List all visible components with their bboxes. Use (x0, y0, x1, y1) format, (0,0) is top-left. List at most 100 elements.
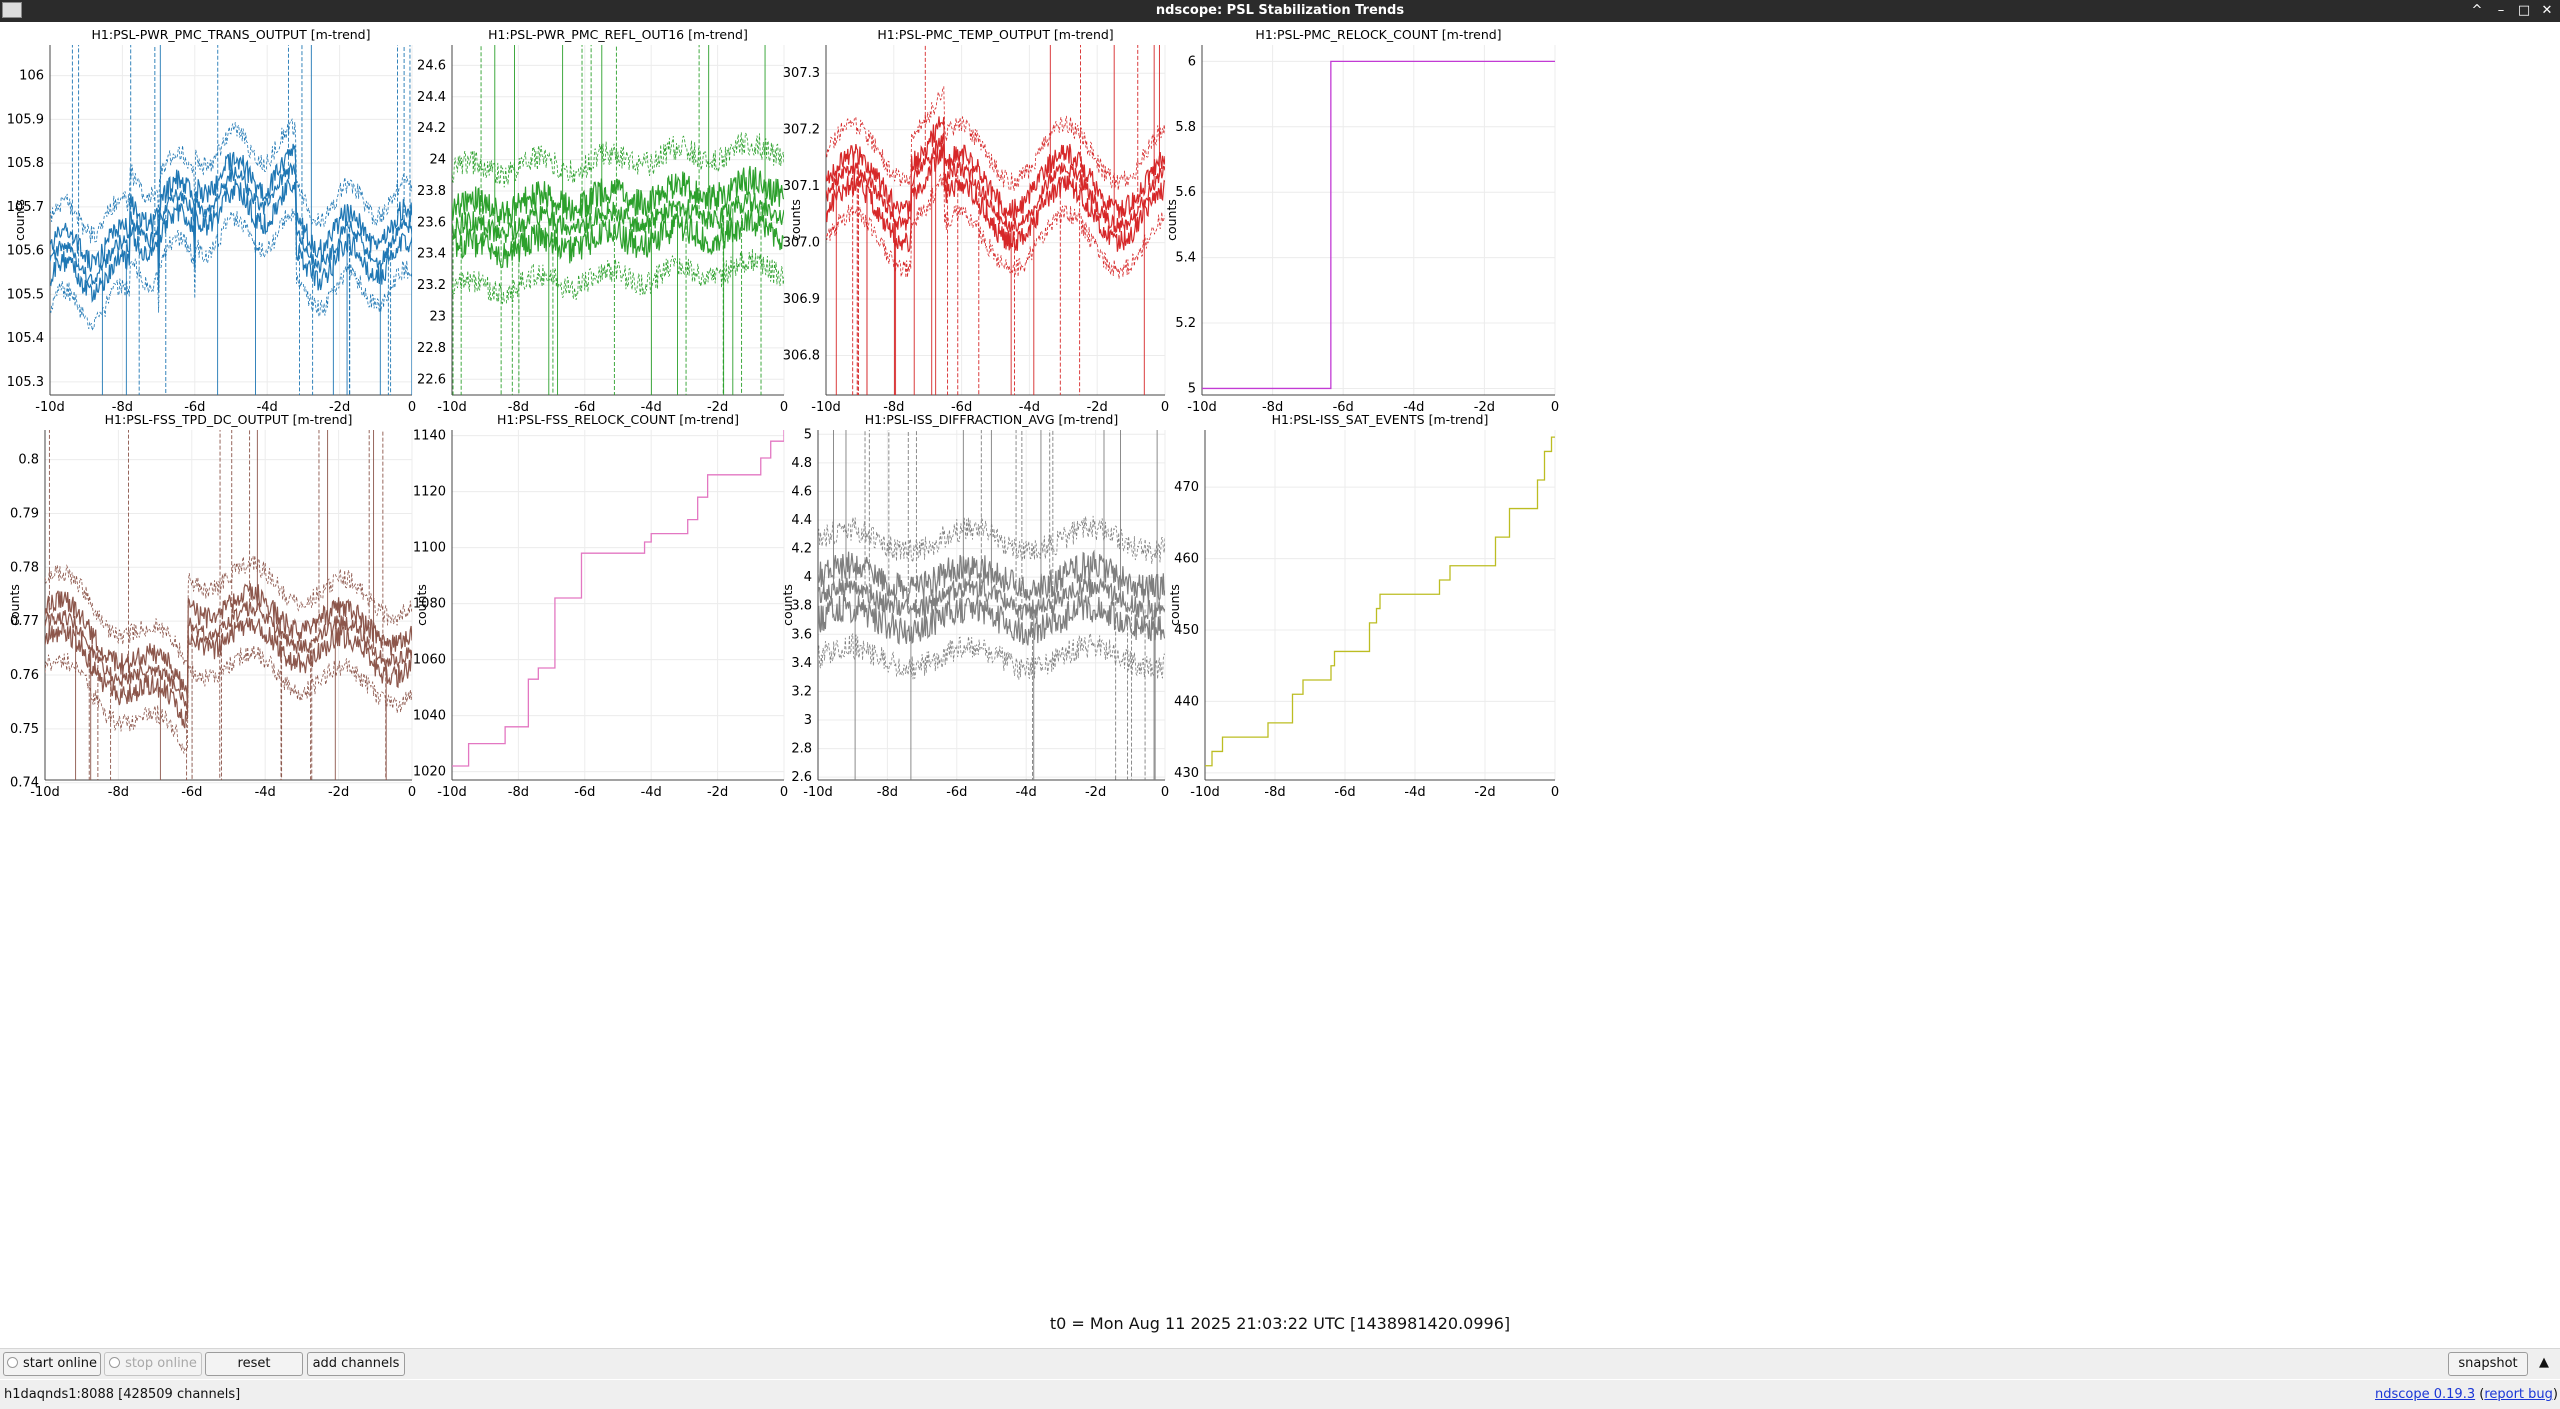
y-tick-label: 105.5 (7, 287, 44, 302)
y-tick-label: 450 (1174, 623, 1199, 638)
x-tick-label: -8d (108, 785, 129, 800)
window-close-button[interactable]: ✕ (2541, 3, 2553, 18)
start-online-button[interactable]: start online (3, 1352, 101, 1376)
plot-panel[interactable]: H1:PSL-PMC_TEMP_OUTPUT [m-trend] counts -1… (783, 27, 1169, 415)
x-tick-label: -6d (181, 785, 202, 800)
trace-mean (452, 191, 784, 243)
x-tick-label: -6d (574, 400, 595, 415)
x-tick-label: -8d (508, 400, 529, 415)
y-tick-label: 24 (429, 153, 446, 168)
y-tick-label: 23 (429, 310, 446, 325)
x-tick-label: -2d (1474, 400, 1495, 415)
plot-panel[interactable]: H1:PSL-PWR_PMC_TRANS_OUTPUT [m-trend] cou… (7, 27, 416, 415)
plot-panel[interactable]: H1:PSL-FSS_RELOCK_COUNT [m-trend] counts -… (413, 412, 788, 800)
x-tick-label: -4d (641, 400, 662, 415)
y-tick-label: 0.79 (10, 506, 39, 521)
trace-group (1205, 436, 1555, 767)
x-tick-label: -4d (255, 785, 276, 800)
trace-group (50, 45, 412, 395)
panel-title: H1:PSL-ISS_SAT_EVENTS [m-trend] (1272, 412, 1489, 427)
x-tick-label: -4d (1403, 400, 1424, 415)
add-channels-button[interactable]: add channels (307, 1352, 405, 1376)
panel-title: H1:PSL-FSS_TPD_DC_OUTPUT [m-trend] (105, 412, 353, 427)
x-tick-label: 0 (1551, 400, 1559, 415)
trace-upper (826, 116, 1165, 222)
app-icon (2, 2, 22, 18)
status-bar: h1daqnds1:8088 [428509 channels] ndscope… (0, 1380, 2560, 1409)
x-tick-label: -2d (1474, 785, 1495, 800)
trace-upper (50, 143, 412, 272)
x-tick-label: -4d (1016, 785, 1037, 800)
x-tick-label: -6d (951, 400, 972, 415)
report-bug-link[interactable]: report bug (2484, 1387, 2553, 1402)
y-tick-label: 24.6 (417, 58, 446, 73)
y-tick-label: 3.4 (791, 656, 812, 671)
x-tick-label: -10d (30, 785, 60, 800)
x-tick-label: -8d (508, 785, 529, 800)
x-tick-label: -10d (437, 400, 467, 415)
y-tick-label: 22.8 (417, 341, 446, 356)
stop-online-radio-icon (109, 1357, 121, 1368)
y-tick-label: 23.2 (417, 278, 446, 293)
window-minimize-button[interactable]: – (2497, 3, 2505, 18)
x-tick-label: -2d (329, 400, 350, 415)
panel-title: H1:PSL-FSS_RELOCK_COUNT [m-trend] (497, 412, 739, 427)
x-tick-label: -2d (328, 785, 349, 800)
plot-panel[interactable]: H1:PSL-PMC_RELOCK_COUNT [m-trend] counts -… (1164, 27, 1559, 415)
trace-min (818, 632, 1165, 681)
plot-panel[interactable]: H1:PSL-PWR_PMC_REFL_OUT16 [m-trend] -10d -… (417, 27, 788, 415)
panel-title: H1:PSL-PMC_RELOCK_COUNT [m-trend] (1255, 27, 1501, 42)
y-tick-label: 1120 (413, 485, 446, 500)
reset-button[interactable]: reset (205, 1352, 303, 1376)
y-tick-label: 307.2 (783, 123, 820, 138)
expand-arrow-icon[interactable]: ▲ (2539, 1355, 2549, 1370)
plot-panel[interactable]: H1:PSL-FSS_TPD_DC_OUTPUT [m-trend] counts… (7, 412, 416, 800)
plot-panel[interactable]: H1:PSL-ISS_DIFFRACTION_AVG [m-trend] coun… (780, 412, 1169, 800)
y-tick-label: 0.78 (10, 560, 39, 575)
panel-title: H1:PSL-PWR_PMC_REFL_OUT16 [m-trend] (488, 27, 748, 42)
y-axis-label: counts (1167, 584, 1182, 626)
window-titlebar: ndscope: PSL Stabilization Trends ^ – □ … (0, 0, 2560, 22)
window-shade-button[interactable]: ^ (2471, 3, 2483, 18)
trace-max (452, 131, 784, 188)
trace-upper (452, 165, 784, 227)
y-tick-label: 3.6 (791, 627, 812, 642)
y-tick-label: 22.6 (417, 372, 446, 387)
trace-group (826, 45, 1165, 395)
y-axis-label: counts (12, 199, 27, 241)
y-tick-label: 2.8 (791, 742, 812, 757)
trace-line (1202, 60, 1555, 390)
window-title: ndscope: PSL Stabilization Trends (1155, 3, 1405, 18)
trace-lower (452, 208, 784, 268)
x-tick-label: -6d (946, 785, 967, 800)
start-online-radio-icon (6, 1357, 18, 1368)
plot-grid[interactable]: H1:PSL-PWR_PMC_TRANS_OUTPUT [m-trend] cou… (0, 22, 2560, 1342)
ndscope-version-link[interactable]: ndscope 0.19.3 (2375, 1387, 2476, 1402)
y-tick-label: 307.3 (783, 66, 820, 81)
y-tick-label: 0.77 (10, 614, 39, 629)
y-tick-label: 1080 (413, 597, 446, 612)
y-axis-label: counts (780, 584, 795, 626)
y-tick-label: 23.6 (417, 215, 446, 230)
x-tick-label: 0 (780, 785, 788, 800)
y-tick-label: 105.3 (7, 375, 44, 390)
y-tick-label: 24.2 (417, 121, 446, 136)
y-tick-label: 1100 (413, 541, 446, 556)
y-tick-label: 24.4 (417, 90, 446, 105)
y-tick-label: 23.8 (417, 184, 446, 199)
x-tick-label: -2d (707, 785, 728, 800)
y-tick-label: 105.7 (7, 200, 44, 215)
snapshot-button[interactable]: snapshot (2448, 1352, 2528, 1376)
x-tick-label: -10d (35, 400, 65, 415)
x-tick-label: 0 (1161, 785, 1169, 800)
y-tick-label: 3 (804, 713, 812, 728)
y-tick-label: 0.8 (18, 453, 39, 468)
y-tick-label: 1140 (413, 429, 446, 444)
window-maximize-button[interactable]: □ (2517, 3, 2531, 18)
trace-line (452, 430, 784, 767)
x-tick-label: -8d (877, 785, 898, 800)
plot-panel[interactable]: H1:PSL-ISS_SAT_EVENTS [m-trend] counts -10… (1167, 412, 1559, 800)
y-tick-label: 4.4 (791, 513, 812, 528)
x-tick-label: -6d (184, 400, 205, 415)
y-tick-label: 470 (1174, 480, 1199, 495)
